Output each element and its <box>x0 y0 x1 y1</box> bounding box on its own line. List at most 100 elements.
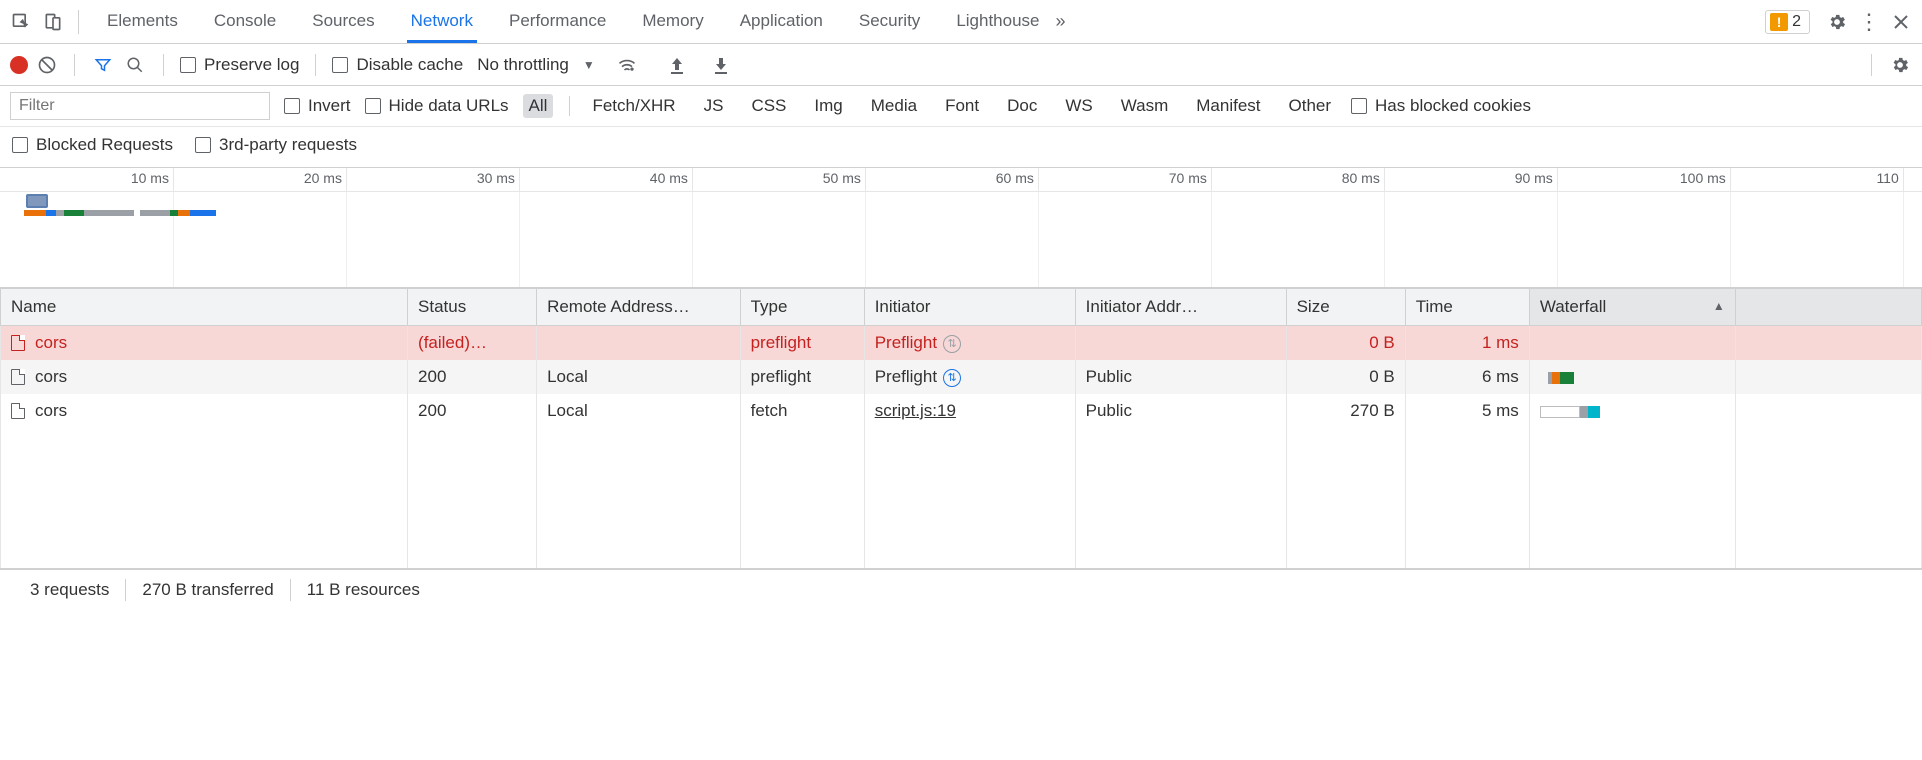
size-cell: 270 B <box>1286 394 1405 428</box>
status-requests: 3 requests <box>14 580 125 600</box>
third-party-label: 3rd-party requests <box>219 135 357 155</box>
search-icon[interactable] <box>123 53 147 77</box>
col-time[interactable]: Time <box>1405 289 1529 326</box>
col-initiator[interactable]: Initiator <box>864 289 1075 326</box>
has-blocked-cookies-checkbox[interactable]: Has blocked cookies <box>1351 96 1531 116</box>
tab-memory[interactable]: Memory <box>638 1 707 43</box>
filter-row: Invert Hide data URLs All Fetch/XHR JS CSS I… <box>0 86 1922 127</box>
type-filter-ws[interactable]: WS <box>1059 94 1098 118</box>
waterfall-bar <box>1552 372 1560 384</box>
timeline-gridline <box>1557 192 1558 288</box>
record-button[interactable] <box>10 56 28 74</box>
tab-network[interactable]: Network <box>407 1 477 43</box>
tab-lighthouse[interactable]: Lighthouse <box>952 1 1043 43</box>
type-filter-other[interactable]: Other <box>1283 94 1338 118</box>
size-cell: 0 B <box>1286 326 1405 361</box>
throttling-select[interactable]: No throttling ▼ <box>471 55 595 75</box>
filter-row-2: Blocked Requests 3rd-party requests <box>0 127 1922 168</box>
table-row[interactable]: cors(failed)…preflightPreflight⇅0 B1 ms <box>1 326 1922 361</box>
kebab-menu-icon[interactable]: ⋮ <box>1854 7 1884 37</box>
inspect-icon[interactable] <box>6 7 36 37</box>
timeline-segment <box>24 210 46 216</box>
has-blocked-cookies-label: Has blocked cookies <box>1375 96 1531 116</box>
timeline-selection[interactable] <box>26 194 48 208</box>
close-icon[interactable] <box>1886 7 1916 37</box>
waterfall-bar <box>1540 406 1580 418</box>
table-row[interactable]: cors200Localfetchscript.js:19Public270 B… <box>1 394 1922 428</box>
file-icon <box>11 403 25 419</box>
tab-console[interactable]: Console <box>210 1 280 43</box>
waterfall-cell <box>1529 394 1735 428</box>
network-settings-icon[interactable] <box>1888 53 1912 77</box>
preflight-icon: ⇅ <box>943 369 961 387</box>
hide-data-urls-label: Hide data URLs <box>389 96 509 116</box>
type-filter-css[interactable]: CSS <box>745 94 792 118</box>
type-filter-fetchxhr[interactable]: Fetch/XHR <box>586 94 681 118</box>
type-filter-img[interactable]: Img <box>808 94 848 118</box>
devtools-tabbar: Elements Console Sources Network Performance… <box>0 0 1922 44</box>
timeline-gridline <box>1384 192 1385 288</box>
request-grid: NameStatusRemote Address…TypeInitiatorIn… <box>0 288 1922 569</box>
timeline-segment <box>106 210 134 216</box>
timeline-gridline <box>1730 192 1731 288</box>
waterfall-cell-ext <box>1735 326 1921 361</box>
device-toggle-icon[interactable] <box>38 7 68 37</box>
timeline-tick: 20 ms <box>346 168 347 191</box>
col-type[interactable]: Type <box>740 289 864 326</box>
initiator-cell[interactable]: script.js:19 <box>864 394 1075 428</box>
filter-icon[interactable] <box>91 53 115 77</box>
initiator-cell[interactable]: Preflight⇅ <box>864 360 1075 394</box>
clear-button[interactable] <box>36 54 58 76</box>
col-status[interactable]: Status <box>408 289 537 326</box>
timeline-tick: 10 ms <box>173 168 174 191</box>
network-conditions-icon[interactable] <box>615 53 639 77</box>
tab-application[interactable]: Application <box>736 1 827 43</box>
col-initiator-address[interactable]: Initiator Addr… <box>1075 289 1286 326</box>
issues-badge[interactable]: ! 2 <box>1765 10 1810 34</box>
type-filter-all[interactable]: All <box>523 94 554 118</box>
type-filter-font[interactable]: Font <box>939 94 985 118</box>
filter-input[interactable] <box>10 92 270 120</box>
timeline-gridline <box>1903 192 1904 288</box>
timeline-segment <box>140 210 170 216</box>
timeline-segment <box>190 210 216 216</box>
col-waterfall-ext[interactable] <box>1735 289 1921 326</box>
col-waterfall[interactable]: Waterfall▲ <box>1529 289 1735 326</box>
timeline-tick: 50 ms <box>865 168 866 191</box>
type-filter-doc[interactable]: Doc <box>1001 94 1043 118</box>
more-tabs-icon[interactable]: » <box>1046 7 1076 37</box>
invert-checkbox[interactable]: Invert <box>284 96 351 116</box>
table-row[interactable]: cors200LocalpreflightPreflight⇅Public0 B… <box>1 360 1922 394</box>
timeline-tick: 70 ms <box>1211 168 1212 191</box>
timeline-overview[interactable]: 10 ms20 ms30 ms40 ms50 ms60 ms70 ms80 ms… <box>0 168 1922 288</box>
upload-har-icon[interactable] <box>665 53 689 77</box>
type-filter-wasm[interactable]: Wasm <box>1115 94 1175 118</box>
timeline-segment <box>56 210 64 216</box>
status-bar: 3 requests 270 B transferred 11 B resour… <box>0 569 1922 609</box>
status-cell: 200 <box>408 394 537 428</box>
settings-icon[interactable] <box>1822 7 1852 37</box>
size-cell: 0 B <box>1286 360 1405 394</box>
preserve-log-checkbox[interactable]: Preserve log <box>180 55 299 75</box>
type-filter-js[interactable]: JS <box>698 94 730 118</box>
tab-performance[interactable]: Performance <box>505 1 610 43</box>
tab-elements[interactable]: Elements <box>103 1 182 43</box>
time-cell: 5 ms <box>1405 394 1529 428</box>
initiator-cell[interactable]: Preflight⇅ <box>864 326 1075 361</box>
tab-sources[interactable]: Sources <box>308 1 378 43</box>
tab-security[interactable]: Security <box>855 1 924 43</box>
col-name[interactable]: Name <box>1 289 408 326</box>
remote-cell <box>537 326 741 361</box>
blocked-requests-checkbox[interactable]: Blocked Requests <box>12 135 173 155</box>
col-remote[interactable]: Remote Address… <box>537 289 741 326</box>
hide-data-urls-checkbox[interactable]: Hide data URLs <box>365 96 509 116</box>
disable-cache-checkbox[interactable]: Disable cache <box>332 55 463 75</box>
download-har-icon[interactable] <box>709 53 733 77</box>
type-filter-manifest[interactable]: Manifest <box>1190 94 1266 118</box>
status-transferred: 270 B transferred <box>126 580 289 600</box>
col-size[interactable]: Size <box>1286 289 1405 326</box>
timeline-tick: 90 ms <box>1557 168 1558 191</box>
preserve-log-label: Preserve log <box>204 55 299 75</box>
third-party-checkbox[interactable]: 3rd-party requests <box>195 135 357 155</box>
type-filter-media[interactable]: Media <box>865 94 923 118</box>
